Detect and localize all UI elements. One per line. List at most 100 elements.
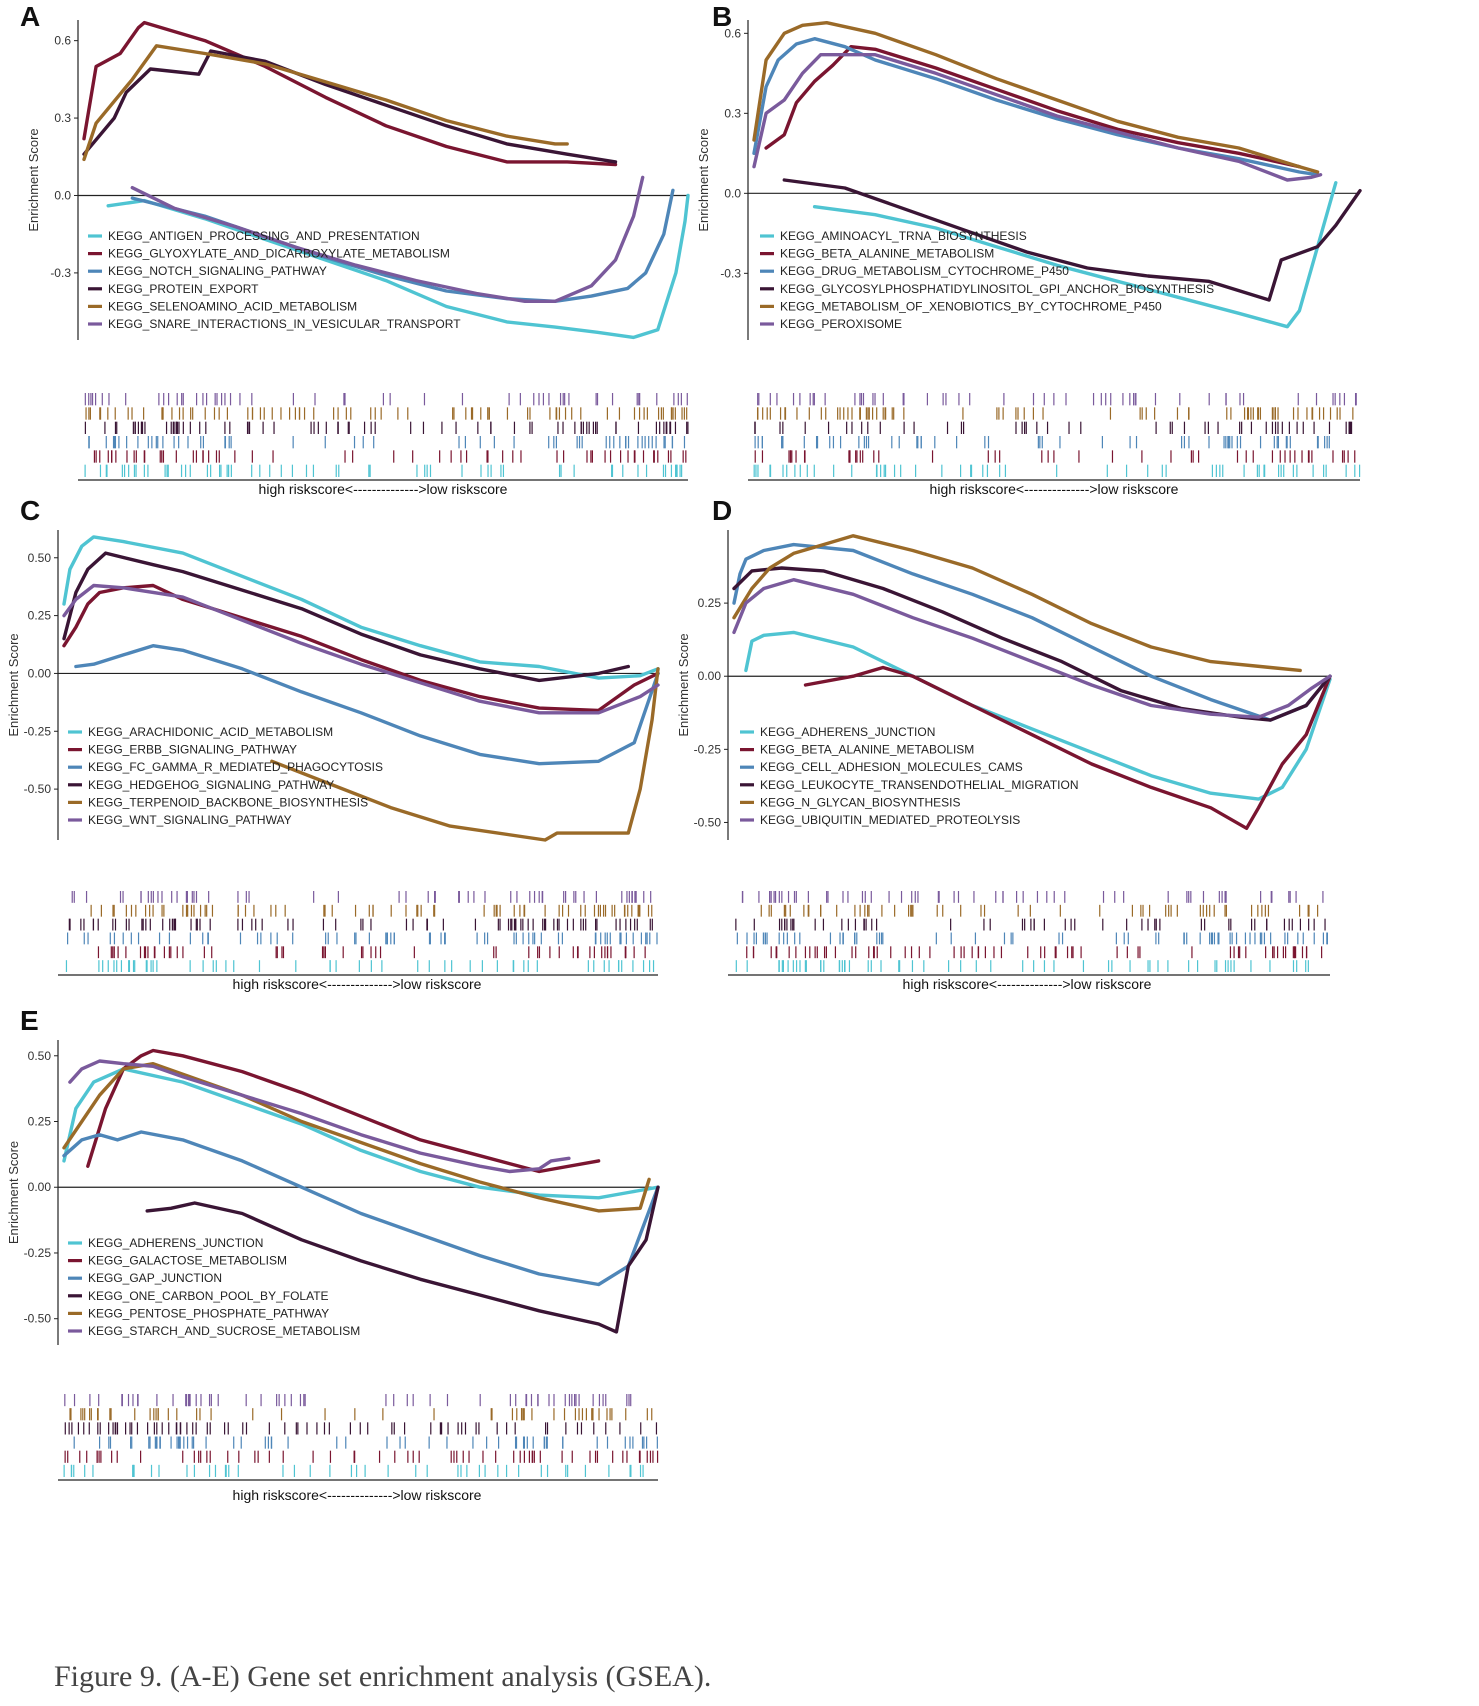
es-line-kegg_fc_gamma_r_mediated_phagocytosis: [74, 644, 660, 766]
legend-label: KEGG_AMINOACYL_TRNA_BIOSYNTHESIS: [780, 229, 1027, 243]
es-line-kegg_glycosylphosphatidylinositol_gpi_anchor_biosynthesis: [782, 178, 1362, 302]
panel-b: B -0.3 0.0 0.3 0.6 Enrichment Score KEGG_AMINO…: [696, 1, 1362, 497]
y-tick-label: -0.25: [24, 1246, 52, 1260]
x-axis-title: high riskscore<-------------->low risksc…: [903, 976, 1152, 992]
es-line-kegg_wnt_signaling_pathway: [62, 583, 660, 715]
legend-label: KEGG_PEROXISOME: [780, 317, 902, 331]
y-tick-label: 0.50: [28, 551, 52, 565]
es-line-kegg_gap_junction: [62, 1130, 660, 1287]
es-line-kegg_beta_alanine_metabolism: [764, 45, 1302, 169]
es-line-kegg_n_glycan_biosynthesis: [732, 534, 1302, 673]
y-axis-title: Enrichment Score: [26, 128, 41, 231]
y-tick-label: 0.25: [28, 609, 52, 623]
legend-label: KEGG_NOTCH_SIGNALING_PATHWAY: [108, 264, 327, 278]
legend-label: KEGG_METABOLISM_OF_XENOBIOTICS_BY_CYTOCH…: [780, 299, 1162, 313]
es-line-kegg_arachidonic_acid_metabolism: [62, 535, 660, 680]
legend-label: KEGG_STARCH_AND_SUCROSE_METABOLISM: [88, 1324, 360, 1338]
es-line-kegg_glyoxylate_and_dicarboxylate_metabolism: [82, 20, 618, 167]
y-tick-label: 0.50: [28, 1049, 52, 1063]
legend-label: KEGG_ONE_CARBON_POOL_BY_FOLATE: [88, 1289, 329, 1303]
y-tick-label: 0.25: [28, 1115, 52, 1129]
legend-label: KEGG_BETA_ALANINE_METABOLISM: [760, 743, 974, 757]
es-line-kegg_snare_interactions_in_vesicular_transport: [130, 175, 645, 303]
panel-letter: D: [712, 495, 732, 526]
es-line-kegg_leukocyte_transendothelial_migration: [732, 566, 1332, 722]
legend-label: KEGG_TERPENOID_BACKBONE_BIOSYNTHESIS: [88, 795, 368, 809]
es-line-kegg_protein_export: [82, 49, 618, 164]
x-axis-title: high riskscore<-------------->low risksc…: [233, 1487, 482, 1503]
y-tick-label: -0.3: [720, 266, 741, 280]
panel-letter: B: [712, 1, 732, 32]
y-axis-title: Enrichment Score: [6, 1141, 21, 1244]
x-axis-title: high riskscore<-------------->low risksc…: [930, 481, 1179, 497]
y-tick-label: -0.25: [694, 742, 722, 756]
es-line-kegg_pentose_phosphate_pathway: [62, 1062, 651, 1213]
es-line-kegg_antigen_processing_and_presentation: [106, 193, 690, 340]
legend-label: KEGG_ERBB_SIGNALING_PATHWAY: [88, 743, 297, 757]
es-line-kegg_terpenoid_backbone_biosynthesis: [270, 667, 660, 842]
legend-label: KEGG_PENTOSE_PHOSPHATE_PATHWAY: [88, 1306, 329, 1320]
es-line-kegg_metabolism_of_xenobiotics_by_cytochrome_p450: [752, 21, 1320, 174]
y-tick-label: -0.25: [24, 724, 52, 738]
legend-label: KEGG_ARACHIDONIC_ACID_METABOLISM: [88, 725, 333, 739]
y-tick-label: 0.00: [698, 669, 722, 683]
es-line-kegg_adherens_junction: [744, 630, 1332, 801]
es-line-kegg_adherens_junction: [62, 1067, 660, 1200]
legend-label: KEGG_ADHERENS_JUNCTION: [760, 725, 935, 739]
panel-e: E -0.50 -0.25 0.00 0.25 0.50 Enrichment Score K…: [6, 1005, 660, 1503]
panel-letter: A: [20, 1, 40, 32]
panel-letter: C: [20, 495, 40, 526]
y-tick-label: 0.00: [28, 1180, 52, 1194]
y-tick-label: -0.50: [694, 815, 722, 829]
panel-a: A -0.3 0.0 0.3 0.6 Enrichment Score KEGG_ANTIG…: [20, 1, 690, 497]
legend-label: KEGG_GLYOXYLATE_AND_DICARBOXYLATE_METABO…: [108, 247, 450, 261]
y-tick-label: 0.3: [54, 111, 71, 125]
legend-label: KEGG_GAP_JUNCTION: [88, 1271, 222, 1285]
y-tick-label: 0.6: [54, 34, 71, 48]
y-tick-label: 0.00: [28, 666, 52, 680]
figure-caption: Figure 9. (A-E) Gene set enrichment anal…: [54, 1660, 712, 1693]
es-line-kegg_erbb_signaling_pathway: [62, 583, 660, 713]
es-line-kegg_hedgehog_signaling_pathway: [62, 551, 630, 683]
panel-d: D -0.50 -0.25 0.00 0.25 Enrichment Score KEGG_…: [676, 495, 1332, 992]
es-line-kegg_ubiquitin_mediated_proteolysis: [732, 578, 1332, 719]
legend-label: KEGG_SNARE_INTERACTIONS_IN_VESICULAR_TRA…: [108, 317, 461, 331]
x-axis-title: high riskscore<-------------->low risksc…: [233, 976, 482, 992]
legend-label: KEGG_LEUKOCYTE_TRANSENDOTHELIAL_MIGRATIO…: [760, 778, 1079, 792]
panel-letter: E: [20, 1005, 39, 1036]
legend-label: KEGG_FC_GAMMA_R_MEDIATED_PHAGOCYTOSIS: [88, 760, 383, 774]
y-axis-title: Enrichment Score: [6, 633, 21, 736]
legend-label: KEGG_UBIQUITIN_MEDIATED_PROTEOLYSIS: [760, 813, 1020, 827]
legend-label: KEGG_DRUG_METABOLISM_CYTOCHROME_P450: [780, 264, 1069, 278]
legend-label: KEGG_ADHERENS_JUNCTION: [88, 1236, 263, 1250]
es-line-kegg_one_carbon_pool_by_folate: [145, 1185, 660, 1334]
legend-label: KEGG_GALACTOSE_METABOLISM: [88, 1254, 287, 1268]
y-tick-label: 0.3: [724, 106, 741, 120]
x-axis-title: high riskscore<-------------->low risksc…: [259, 481, 508, 497]
legend-label: KEGG_SELENOAMINO_ACID_METABOLISM: [108, 299, 357, 313]
panel-c: C -0.50 -0.25 0.00 0.25 0.50 Enrichment Score K…: [6, 495, 660, 992]
y-tick-label: 0.25: [698, 596, 722, 610]
es-line-kegg_peroxisome: [752, 53, 1323, 182]
es-line-kegg_aminoacyl_trna_biosynthesis: [812, 181, 1338, 329]
legend-label: KEGG_CELL_ADHESION_MOLECULES_CAMS: [760, 760, 1023, 774]
legend-label: KEGG_WNT_SIGNALING_PATHWAY: [88, 813, 292, 827]
y-axis-title: Enrichment Score: [696, 128, 711, 231]
y-tick-label: -0.50: [24, 1312, 52, 1326]
y-tick-label: -0.3: [50, 266, 71, 280]
y-tick-label: -0.50: [24, 782, 52, 796]
y-tick-label: 0.0: [724, 186, 741, 200]
es-line-kegg_starch_and_sucrose_metabolism: [68, 1059, 571, 1174]
y-tick-label: 0.6: [724, 26, 741, 40]
legend-label: KEGG_ANTIGEN_PROCESSING_AND_PRESENTATION: [108, 229, 420, 243]
es-line-kegg_cell_adhesion_molecules_cams: [732, 542, 1332, 722]
legend-label: KEGG_BETA_ALANINE_METABOLISM: [780, 247, 994, 261]
es-line-kegg_selenoamino_acid_metabolism: [82, 44, 569, 162]
y-axis-title: Enrichment Score: [676, 633, 691, 736]
legend-label: KEGG_GLYCOSYLPHOSPHATIDYLINOSITOL_GPI_AN…: [780, 282, 1214, 296]
legend-label: KEGG_PROTEIN_EXPORT: [108, 282, 259, 296]
y-tick-label: 0.0: [54, 188, 71, 202]
legend-label: KEGG_N_GLYCAN_BIOSYNTHESIS: [760, 795, 961, 809]
legend-label: KEGG_HEDGEHOG_SIGNALING_PATHWAY: [88, 778, 334, 792]
